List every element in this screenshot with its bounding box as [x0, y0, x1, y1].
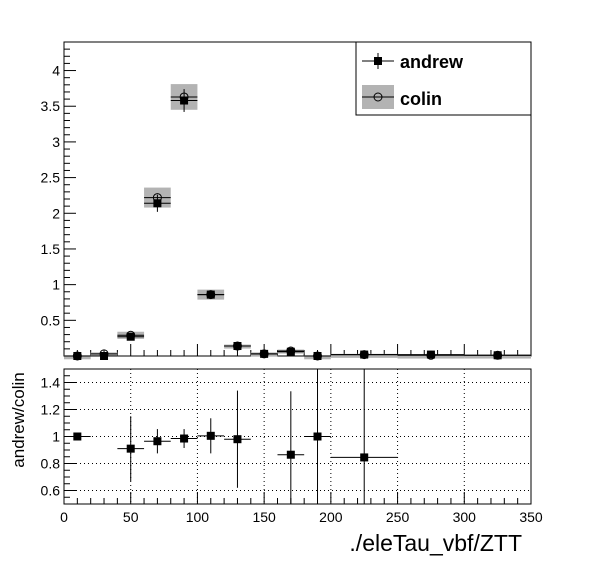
andrew-point — [313, 352, 322, 360]
x-tick-label: 300 — [453, 509, 477, 525]
andrew-point — [100, 352, 109, 360]
legend: andrew colin — [355, 41, 532, 116]
top-y-tick-label: 2.5 — [41, 170, 61, 186]
ratio-point — [206, 431, 215, 440]
ratio-y-tick-label: 0.6 — [41, 483, 61, 499]
top-y-tick-label: 1.5 — [41, 241, 61, 257]
x-tick-label: 250 — [386, 509, 410, 525]
ratio-point — [126, 444, 135, 453]
ratio-y-tick-label: 1.2 — [41, 402, 61, 418]
legend-andrew-label: andrew — [400, 52, 464, 72]
ratio-gridlines — [64, 369, 531, 504]
x-tick-label: 100 — [186, 509, 210, 525]
andrew-point — [260, 349, 269, 358]
top-y-tick-label: 0.5 — [41, 312, 61, 328]
andrew-point — [426, 350, 435, 359]
x-tick-label: 200 — [319, 509, 343, 525]
ratio-point — [286, 450, 295, 459]
ratio-point — [73, 432, 82, 441]
ratio-plot-frame — [63, 368, 532, 505]
ratio-y-tick-label: 1.4 — [41, 375, 61, 391]
ratio-point — [180, 434, 189, 443]
ratio-y-tick-label: 1 — [52, 429, 60, 445]
x-tick-label: 50 — [123, 509, 139, 525]
ratio-point — [313, 432, 322, 441]
x-axis-title: ./eleTau_vbf/ZTT — [349, 530, 522, 556]
legend-colin-label: colin — [400, 89, 442, 109]
legend-colin-marker — [373, 92, 383, 102]
ratio-point — [153, 437, 162, 446]
x-tick-label: 0 — [60, 509, 68, 525]
top-data-marks — [64, 89, 531, 361]
ratio-y-tick-labels: 0.6 0.8 1 1.2 1.4 — [41, 375, 61, 499]
andrew-point — [206, 290, 215, 299]
legend-entry-andrew: andrew — [362, 52, 464, 72]
x-tick-label: 350 — [519, 509, 543, 525]
ratio-point — [233, 435, 242, 444]
ratio-y-tick-label: 0.8 — [41, 456, 61, 472]
x-tick-label: 150 — [252, 509, 276, 525]
andrew-point — [233, 342, 242, 351]
top-y-tick-labels: 0.5 1 1.5 2 2.5 3 3.5 4 — [41, 63, 61, 329]
top-y-tick-label: 2 — [52, 205, 60, 221]
top-y-tick-label: 3 — [52, 134, 60, 150]
andrew-point — [286, 347, 295, 356]
andrew-point — [73, 352, 82, 360]
x-tick-labels: 0 50 100 150 200 250 300 350 — [60, 509, 543, 525]
andrew-point — [153, 199, 162, 208]
legend-andrew-marker — [374, 57, 382, 65]
ratio-data-marks — [64, 369, 398, 504]
andrew-point — [360, 350, 369, 359]
ratio-point — [360, 453, 369, 462]
top-y-tick-label: 4 — [52, 63, 60, 79]
andrew-point — [493, 351, 502, 360]
andrew-point — [126, 332, 135, 341]
legend-entry-colin: colin — [362, 85, 442, 109]
andrew-point — [180, 96, 189, 105]
bottom-panel: 0.6 0.8 1 1.2 1.4 0 50 100 150 200 250 300 350 andr… — [9, 368, 543, 525]
top-y-tick-label: 3.5 — [41, 98, 61, 114]
top-y-tick-label: 1 — [52, 277, 60, 293]
ratio-y-axis-label: andrew/colin — [9, 372, 28, 467]
